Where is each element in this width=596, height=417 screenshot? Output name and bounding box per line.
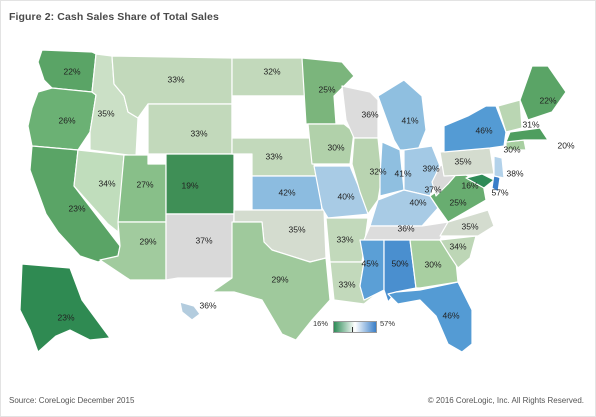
state-value-de: 57% — [491, 187, 508, 197]
state-value-ny: 46% — [475, 125, 492, 135]
state-me — [519, 65, 567, 121]
state-ak — [19, 263, 111, 353]
legend-min-label: 16% — [313, 319, 329, 328]
state-mi — [377, 79, 427, 151]
state-value-hi: 36% — [199, 300, 216, 310]
state-nv — [73, 149, 125, 233]
state-ms — [359, 239, 385, 301]
state-ma — [505, 127, 549, 143]
source-note: Source: CoreLogic December 2015 — [9, 396, 135, 405]
state-value-id: 35% — [97, 108, 114, 118]
state-value-ma: 20% — [557, 140, 574, 150]
state-value-ia: 30% — [327, 142, 344, 152]
state-value-ga: 30% — [424, 259, 441, 269]
state-nj — [493, 155, 505, 179]
state-value-mt: 33% — [167, 74, 184, 84]
state-value-mo: 40% — [337, 191, 354, 201]
state-value-ok: 35% — [288, 224, 305, 234]
state-value-az: 29% — [139, 236, 156, 246]
state-nm — [165, 213, 235, 281]
state-value-nv: 34% — [98, 178, 115, 188]
state-value-ky: 40% — [409, 197, 426, 207]
state-il — [351, 137, 383, 215]
state-value-fl: 46% — [442, 310, 459, 320]
state-value-sc: 34% — [449, 241, 466, 251]
state-mn — [301, 57, 355, 125]
state-value-va: 25% — [449, 197, 466, 207]
figure-title: Figure 2: Cash Sales Share of Total Sale… — [9, 11, 219, 23]
state-value-in: 41% — [394, 168, 411, 178]
state-value-nc: 35% — [461, 221, 478, 231]
state-value-wv: 37% — [424, 184, 441, 194]
state-fl — [387, 281, 473, 353]
state-in — [379, 141, 405, 197]
state-hi — [179, 301, 201, 321]
legend-tick — [352, 327, 353, 332]
state-value-mi: 41% — [401, 115, 418, 125]
legend-max-label: 57% — [380, 319, 396, 328]
state-co — [165, 153, 235, 215]
state-value-nd: 32% — [263, 66, 280, 76]
state-value-oh: 39% — [422, 163, 439, 173]
state-or — [27, 87, 97, 151]
state-value-mn: 25% — [318, 84, 335, 94]
state-value-co: 19% — [181, 180, 198, 190]
state-value-ne: 33% — [265, 151, 282, 161]
state-value-ca: 23% — [68, 203, 85, 213]
state-value-tn: 36% — [397, 223, 414, 233]
state-value-la: 33% — [338, 279, 355, 289]
state-value-wi: 36% — [361, 109, 378, 119]
state-sd — [231, 95, 309, 139]
state-value-tx: 29% — [271, 274, 288, 284]
state-value-ct: 30% — [503, 144, 520, 154]
state-value-ms: 45% — [361, 258, 378, 268]
state-mo — [313, 165, 371, 219]
state-value-ks: 42% — [278, 187, 295, 197]
state-value-nj: 38% — [506, 168, 523, 178]
state-value-nm: 37% — [195, 235, 212, 245]
state-value-vt: 31% — [522, 119, 539, 129]
state-ia — [307, 123, 355, 165]
state-value-me: 22% — [539, 95, 556, 105]
state-value-pa: 35% — [454, 156, 471, 166]
state-value-ak: 23% — [57, 312, 74, 322]
legend-color-scale — [333, 321, 377, 333]
state-nc — [439, 209, 495, 237]
state-value-il: 32% — [369, 166, 386, 176]
state-sc — [439, 235, 477, 269]
state-value-wa: 22% — [63, 66, 80, 76]
state-nd — [231, 57, 307, 97]
state-value-al: 50% — [391, 258, 408, 268]
state-value-ar: 33% — [336, 234, 353, 244]
state-value-wy: 33% — [190, 128, 207, 138]
state-value-ut: 27% — [136, 179, 153, 189]
state-value-or: 26% — [58, 115, 75, 125]
state-value-md: 16% — [461, 180, 478, 190]
state-vt — [497, 99, 523, 133]
copyright-note: © 2016 CoreLogic, Inc. All Rights Reserv… — [427, 396, 584, 405]
state-tx — [211, 221, 331, 341]
